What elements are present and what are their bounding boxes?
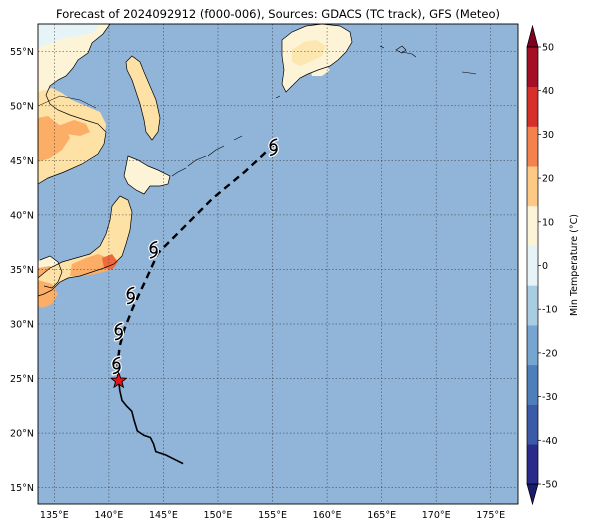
tropical-storm-icon [113,321,125,342]
lat-tick-label: 50°N [10,101,34,112]
colorbar-segment [527,205,538,246]
colorbar: -50 -40 -30 -20 -10 0 10 20 30 40 50 [526,24,558,506]
lon-tick-label: 165°E [367,510,396,521]
lon-tick-label: 160°E [313,510,342,521]
kamchatka-tip [310,64,330,76]
lat-tick-label: 55°N [10,47,34,58]
colorbar-tick-label: -40 [542,436,558,447]
small-islands [171,45,477,177]
hokkaido-island [124,156,170,194]
lat-tick-label: 25°N [10,374,34,385]
colorbar-tick-label: -20 [542,348,558,359]
lon-tick-label: 155°E [258,510,287,521]
tropical-storm-icon [125,285,137,306]
colorbar-tick-label: 20 [542,174,554,185]
colorbar-tick-label: -10 [542,305,558,316]
lat-tick-label: 15°N [10,483,34,494]
current-position-star-icon [109,371,128,389]
lat-tick-label: 40°N [10,210,34,221]
honshu-hot-spot [102,254,118,270]
lon-tick-label: 175°E [476,510,505,521]
ocean-background [38,24,518,504]
colorbar-tick-label: -30 [542,392,558,403]
colorbar-tick-label: -50 [542,480,558,491]
coastlines [38,24,353,297]
colorbar-segment [527,86,538,127]
colorbar-tick-label: 30 [542,130,554,141]
colorbar-segment [527,245,538,286]
korea-warm-patch [58,120,90,136]
mainland-mild-zone [38,88,106,184]
colorbar-segment [527,166,538,207]
colorbar-tick-label: 0 [542,261,548,272]
past-track-line [117,380,184,465]
tropical-storm-icon [268,137,279,158]
lon-tick-label: 170°E [422,510,451,521]
colorbar-tick-label: 40 [542,86,554,97]
figure-title: Forecast of 2024092912 (f000-006), Sourc… [56,7,500,21]
lat-tick-label: 45°N [10,156,34,167]
lon-tick-label: 150°E [204,510,233,521]
sakhalin-island [126,56,160,140]
lon-tick-label: 140°E [94,510,123,521]
lat-tick-label: 35°N [10,265,34,276]
graticule [38,24,518,504]
tropical-storm-icon [111,355,122,376]
colorbar-segment [527,325,538,366]
colorbar-tick-label: 50 [542,43,554,54]
colorbar-tick-label: 10 [542,217,554,228]
colorbar-segment [527,285,538,326]
colorbar-segment [527,404,538,445]
lat-tick-label: 30°N [10,320,34,331]
forecast-track-line [116,143,276,381]
lon-tick-label: 145°E [149,510,178,521]
land-layer [38,24,352,308]
colorbar-segment [527,126,538,167]
colorbar-over-arrow [526,24,539,48]
map-frame [37,23,519,505]
colorbar-label: Min Temperature (°C) [569,214,580,316]
arctic-cold-patch [38,24,100,48]
kamchatka-inner-zone [292,40,326,66]
tropical-storm-icon [148,239,159,260]
colorbar-under-arrow [526,483,539,506]
lat-tick-label: 20°N [10,429,34,440]
colorbar-segment [527,444,538,485]
colorbar-segment [527,364,538,405]
lon-tick-label: 135°E [40,510,69,521]
colorbar-segment [527,47,538,88]
